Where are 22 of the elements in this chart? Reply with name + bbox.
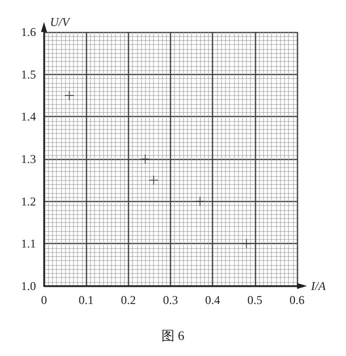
x-tick-label: 0.3 xyxy=(163,293,178,307)
point xyxy=(149,176,158,185)
point xyxy=(64,91,74,100)
x-tick-label: 0 xyxy=(41,293,47,307)
x-axis-title: I/A xyxy=(310,279,326,293)
y-tick-label: 1.2 xyxy=(21,194,36,208)
y-tick-label: 1.1 xyxy=(21,236,36,251)
y-tick-label: 1.5 xyxy=(21,67,36,82)
x-tick-label: 0.6 xyxy=(290,293,304,307)
x-tick-label: 0.2 xyxy=(120,293,136,307)
y-tick-label: 1.4 xyxy=(21,110,36,124)
x-tick-label: 0.5 xyxy=(247,293,262,307)
y-tick-label: 1.0 xyxy=(21,279,36,293)
y-tick-label: 1.3 xyxy=(21,152,36,166)
caption: 图 6 xyxy=(162,328,185,343)
y-tick-label: 1.6 xyxy=(21,25,36,39)
point xyxy=(242,239,251,248)
point xyxy=(140,154,150,164)
x-tick-label: 0.4 xyxy=(205,293,220,307)
x-tick-label: 0.1 xyxy=(78,293,94,307)
point xyxy=(196,196,205,206)
y-axis-title: U/V xyxy=(50,15,71,29)
